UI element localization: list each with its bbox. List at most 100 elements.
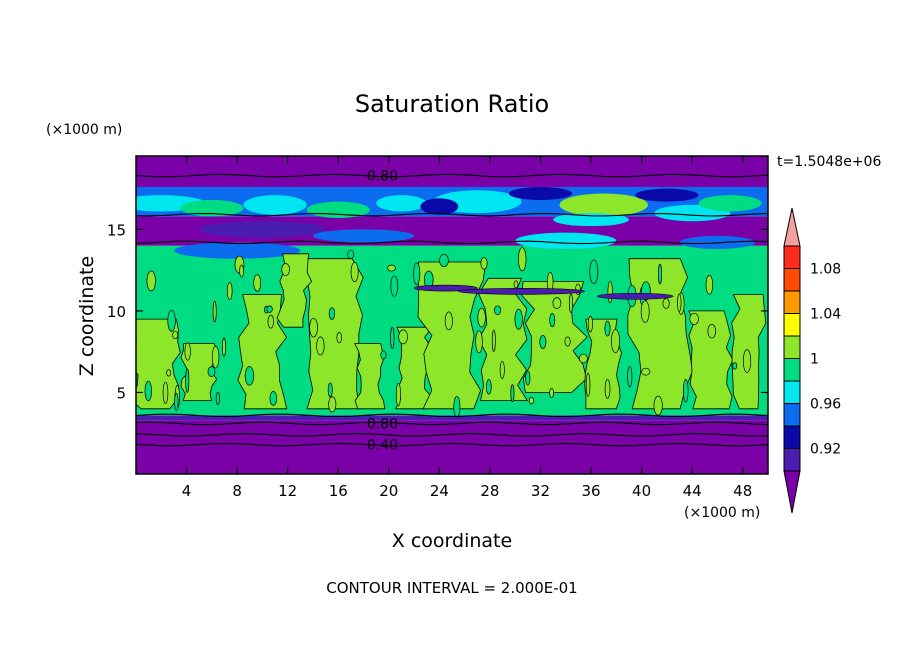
contour-cell-2	[549, 313, 556, 328]
x-axis-label: X coordinate	[392, 530, 512, 552]
x-tick-label-11: 48	[733, 482, 752, 500]
chart-title: Saturation Ratio	[355, 90, 549, 118]
colorbar-box-8	[783, 268, 801, 292]
contour-cell-85	[347, 249, 355, 259]
contour-cell-32	[539, 335, 547, 349]
moist-patch-6	[559, 193, 648, 217]
contour-cell-52	[380, 350, 387, 360]
x-tick-label-8: 36	[581, 482, 600, 500]
colorbar-box-6	[783, 313, 801, 337]
colorbar-label-3: 1.04	[810, 307, 841, 323]
contour-line-1	[136, 212, 768, 217]
x-tick-label-0: 4	[182, 482, 192, 500]
contour-label-2: 0.40	[367, 438, 398, 454]
contour-interval-label: CONTOUR INTERVAL = 2.000E-01	[326, 579, 577, 597]
contour-cell-4	[589, 259, 599, 284]
x-tick-label-7: 32	[531, 482, 550, 500]
contour-cell-66	[742, 349, 752, 373]
x-tick-label-10: 44	[683, 482, 702, 500]
x-tick-label-6: 28	[480, 482, 499, 500]
moist-patch-12	[508, 186, 573, 201]
moist-patch-11	[420, 198, 459, 215]
x-tick-label-3: 16	[329, 482, 348, 500]
contour-cell-58	[689, 312, 699, 325]
plume-12	[354, 343, 386, 410]
colorbar-label-1: 0.96	[810, 397, 841, 413]
x-tick-label-4: 20	[379, 482, 398, 500]
colorbar-box-5	[783, 335, 801, 359]
contour-cell-69	[328, 307, 335, 320]
contour-cell-19	[499, 360, 505, 379]
contour-cell-59	[162, 381, 169, 404]
contour-label-0: 0.80	[367, 169, 398, 185]
contour-cell-65	[491, 329, 496, 352]
y-unit-label: (×1000 m)	[46, 122, 122, 138]
x-tick-label-1: 8	[232, 482, 242, 500]
contour-cell-16	[604, 379, 611, 399]
moist-patch-10	[199, 221, 326, 238]
contour-cell-75	[226, 282, 233, 300]
contour-cell-70	[184, 342, 191, 361]
contour-cell-9	[413, 262, 421, 285]
contour-cell-20	[641, 367, 651, 376]
colorbar-label-0: 0.92	[810, 442, 841, 458]
x-tick-label-9: 40	[632, 482, 651, 500]
contour-cell-35	[657, 263, 662, 285]
contour-cell-38	[607, 280, 613, 304]
colorbar-box-0	[783, 448, 801, 472]
x-tick-label-5: 24	[430, 482, 449, 500]
contour-line-2	[136, 240, 768, 245]
plot-area: 0.80 0.80 0.40	[136, 156, 768, 474]
contour-cell-3	[444, 311, 453, 331]
moist-patch-16	[515, 232, 617, 249]
contour-cell-71	[475, 330, 483, 354]
moist-patch-13	[635, 188, 699, 202]
colorbar-label-4: 1.08	[810, 262, 841, 278]
contour-cell-0	[395, 382, 401, 407]
contour-cell-46	[267, 314, 275, 329]
contour-cell-74	[207, 366, 216, 377]
moist-patch-9	[698, 195, 762, 212]
y-tick-label-0: 5	[116, 384, 126, 402]
contour-cell-49	[480, 257, 488, 270]
contour-cell-51	[211, 345, 220, 369]
contour-cell-18	[510, 384, 515, 403]
moist-patch-7	[553, 213, 629, 227]
colorbar-over-triangle	[783, 207, 801, 247]
contour-line-4	[136, 421, 768, 426]
contour-cell-53	[172, 330, 179, 340]
x-tick-label-2: 12	[278, 482, 297, 500]
dry-streak-2	[597, 292, 674, 300]
contour-cell-28	[174, 392, 179, 411]
contour-cell-62	[328, 396, 337, 413]
moist-patch-1	[180, 200, 244, 217]
band-1	[136, 415, 768, 421]
contour-cell-78	[309, 317, 318, 338]
contour-cell-61	[253, 274, 262, 292]
contour-cell-68	[167, 309, 176, 332]
contour-cell-21	[390, 275, 399, 297]
contour-line-5	[136, 433, 768, 437]
contour-cell-22	[707, 324, 717, 339]
contour-cell-31	[513, 280, 519, 289]
contour-line-0	[136, 173, 768, 178]
contour-cell-84	[549, 387, 554, 398]
contour-cell-63	[568, 293, 573, 313]
contour-cell-88	[653, 395, 663, 416]
x-axis: 4 8 12 16 20 24 28 32 36 40 44 48	[182, 156, 752, 500]
contour-cell-30	[518, 247, 527, 272]
colorbar-label-2: 1	[810, 352, 819, 368]
contour-cell-44	[166, 369, 172, 377]
colorbar: 0.92 0.96 1 1.04 1.08	[783, 207, 841, 514]
contour-cell-6	[350, 262, 359, 283]
y-tick-label-2: 15	[107, 221, 126, 239]
contour-cell-45	[640, 300, 650, 323]
contour-cell-7	[627, 366, 633, 388]
contour-cell-24	[585, 372, 591, 397]
plume-7	[521, 281, 588, 393]
contour-cell-36	[387, 264, 396, 272]
contour-cell-86	[453, 396, 461, 418]
contour-cell-60	[587, 315, 593, 333]
contour-cell-57	[677, 293, 682, 312]
